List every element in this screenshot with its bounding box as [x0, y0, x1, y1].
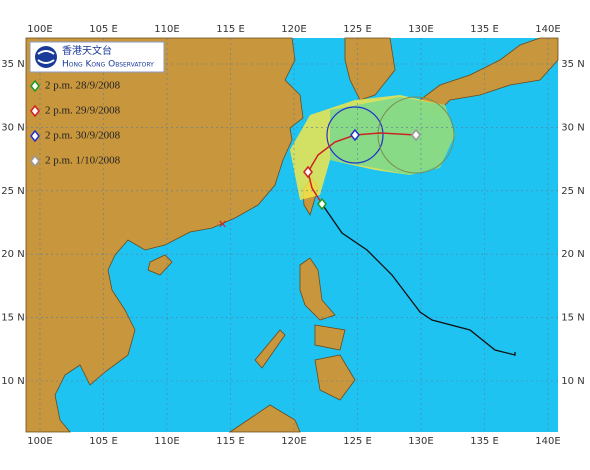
lon-label-top: 140E	[535, 24, 560, 35]
lon-label-top: 110E	[154, 24, 179, 35]
legend-icon	[30, 79, 40, 93]
hk-marker: ✕	[218, 218, 227, 231]
lon-label-bottom: 110E	[154, 436, 179, 447]
lon-label-top: 115 E	[216, 24, 245, 35]
lon-label-bottom: 100E	[27, 436, 52, 447]
lat-label-right: 10 N	[561, 376, 584, 387]
lon-label-bottom: 115 E	[216, 436, 245, 447]
lat-label-right: 25 N	[561, 186, 584, 197]
legend-label: 2 p.m. 29/9/2008	[45, 105, 121, 117]
lat-label-right: 20 N	[561, 249, 584, 260]
forecast-track	[307, 132, 417, 205]
past-track	[321, 203, 516, 356]
legend-label: 2 p.m. 30/9/2008	[45, 130, 121, 142]
land	[25, 37, 559, 433]
logo-chinese: 香港天文台	[62, 44, 112, 57]
legend-icon	[30, 129, 40, 143]
lon-label-top: 130E	[408, 24, 433, 35]
legend-label: 2 p.m. 28/9/2008	[45, 80, 121, 92]
legend-label: 2 p.m. 1/10/2008	[45, 155, 121, 167]
axis-labels: 100E 100E 105 E 105 E 110E 110E 115 E 115 E 120E…	[1, 24, 584, 447]
lon-label-top: 125 E	[343, 24, 372, 35]
logo-english: Hong Kong Observatory	[62, 60, 154, 70]
lat-label-left: 20 N	[1, 249, 24, 260]
legend: 2 p.m. 28/9/2008 2 p.m. 29/9/2008 2 p.m. 3…	[30, 79, 121, 168]
lon-label-top: 100E	[27, 24, 52, 35]
lat-label-left: 15 N	[1, 313, 24, 324]
lat-label-left: 10 N	[1, 376, 24, 387]
logo: 香港天文台 Hong Kong Observatory	[29, 41, 165, 73]
lat-label-right: 15 N	[561, 313, 584, 324]
lon-label-bottom: 130E	[408, 436, 433, 447]
lon-label-bottom: 125 E	[343, 436, 372, 447]
lon-label-bottom: 120E	[281, 436, 306, 447]
legend-icon	[30, 104, 40, 118]
lat-label-right: 35 N	[561, 59, 584, 70]
lon-label-bottom: 140E	[535, 436, 560, 447]
lon-label-top: 135 E	[470, 24, 499, 35]
track-markers: ✕	[218, 128, 421, 231]
lat-label-right: 30 N	[561, 122, 584, 133]
lat-label-left: 35 N	[1, 59, 24, 70]
forecast-cone	[290, 95, 455, 200]
legend-icon	[30, 154, 40, 168]
lon-label-bottom: 135 E	[470, 436, 499, 447]
lon-label-top: 120E	[281, 24, 306, 35]
lat-label-left: 30 N	[1, 122, 24, 133]
lat-label-left: 25 N	[1, 186, 24, 197]
lon-label-top: 105 E	[89, 24, 118, 35]
lon-label-bottom: 105 E	[89, 436, 118, 447]
graticule	[26, 38, 558, 432]
